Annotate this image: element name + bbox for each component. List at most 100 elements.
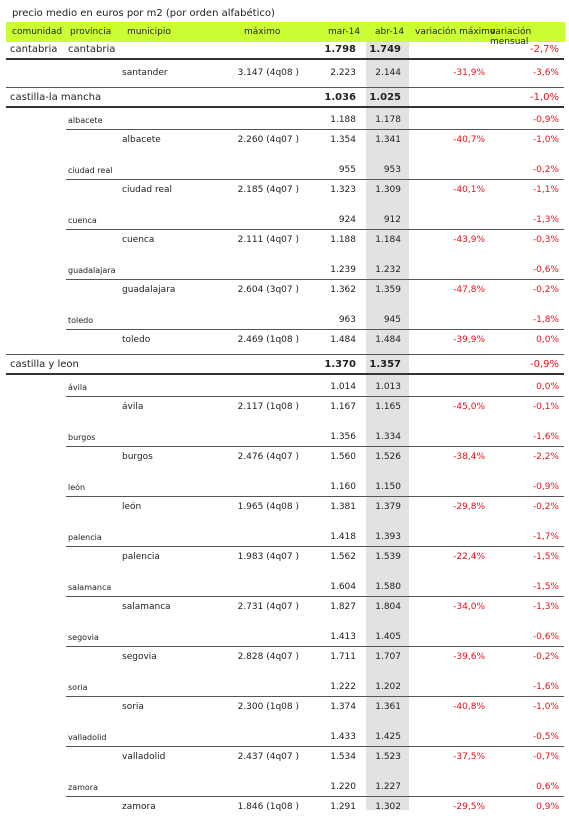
table-header: comunidad provincia municipio máximo mar…: [6, 22, 565, 47]
cell-maximo: 1.846 (1q08 ): [237, 802, 299, 812]
row-divider: [66, 746, 564, 747]
cell-var-men: -2,2%: [532, 452, 559, 462]
header-comunidad: comunidad: [12, 27, 63, 37]
cell-abr: 1.405: [375, 632, 401, 642]
cell-var-men: -0,2%: [532, 652, 559, 662]
cell-abr: 1.013: [375, 382, 401, 392]
cell-mar: 1.560: [330, 452, 356, 462]
cell-mar: 1.188: [330, 235, 356, 245]
provincia-row: valladolid 1.433 1.425 -0,5%: [0, 730, 569, 746]
cell-var-max: -39,9%: [453, 335, 485, 345]
cell-maximo: 2.476 (4q07 ): [237, 452, 299, 462]
cell-comunidad: cantabria: [10, 44, 58, 55]
cell-var-men: -1,0%: [532, 135, 559, 145]
cell-mar: 2.223: [330, 68, 356, 78]
cell-var-max: -34,0%: [453, 602, 485, 612]
cell-mar: 1.188: [330, 115, 356, 125]
cell-mar: 1.222: [330, 682, 356, 692]
cell-mar: 924: [338, 215, 356, 225]
cell-var-men: -2,7%: [529, 44, 559, 55]
cell-var-men: 0,0%: [536, 335, 559, 345]
provincia-row: ciudad real 955 953 -0,2%: [0, 163, 569, 179]
cell-mar: 1.374: [330, 702, 356, 712]
cell-municipio: guadalajara: [122, 285, 176, 295]
cell-municipio: palencia: [122, 552, 160, 562]
cell-abr: 1.150: [375, 482, 401, 492]
cell-abr: 1.302: [375, 802, 401, 812]
cell-var-max: -43,9%: [453, 235, 485, 245]
cell-mar: 1.036: [324, 92, 356, 103]
header-mar: mar-14: [328, 27, 361, 37]
cell-abr: 1.749: [369, 44, 401, 55]
provincia-row: guadalajara 1.239 1.232 -0,6%: [0, 263, 569, 279]
cell-abr: 1.361: [375, 702, 401, 712]
header-municipio: municipio: [127, 27, 171, 37]
cell-municipio: valladolid: [122, 752, 166, 762]
municipio-row: palencia 1.983 (4q07 ) 1.562 1.539 -22,4% -1,…: [0, 550, 569, 566]
cell-mar: 1.362: [330, 285, 356, 295]
cell-mar: 1.323: [330, 185, 356, 195]
cell-abr: 1.425: [375, 732, 401, 742]
cell-var-max: -40,1%: [453, 185, 485, 195]
cell-maximo: 2.111 (4q07 ): [237, 235, 299, 245]
cell-municipio: segovia: [122, 652, 157, 662]
municipio-row: soria 2.300 (1q08 ) 1.374 1.361 -40,8% -1,0%: [0, 700, 569, 716]
cell-var-men: -0,5%: [532, 732, 559, 742]
cell-mar: 1.798: [324, 44, 356, 55]
row-divider: [6, 106, 564, 108]
cell-abr: 1.178: [375, 115, 401, 125]
municipio-row: ávila 2.117 (1q08 ) 1.167 1.165 -45,0% -0,1%: [0, 400, 569, 416]
cell-abr: 1.804: [375, 602, 401, 612]
cell-abr: 1.539: [375, 552, 401, 562]
comunidad-row: castilla-la mancha 1.036 1.025 -1,0%: [0, 91, 569, 107]
cell-municipio: salamanca: [122, 602, 171, 612]
cell-var-men: -0,9%: [529, 359, 559, 370]
cell-mar: 1.827: [330, 602, 356, 612]
cell-var-men: -1,1%: [532, 185, 559, 195]
cell-mar: 1.418: [330, 532, 356, 542]
cell-abr: 1.025: [369, 92, 401, 103]
cell-var-men: 0,9%: [536, 802, 559, 812]
cell-mar: 1.354: [330, 135, 356, 145]
cell-abr: 1.707: [375, 652, 401, 662]
cell-mar: 1.534: [330, 752, 356, 762]
provincia-row: salamanca 1.604 1.580 -1,5%: [0, 580, 569, 596]
provincia-row: cuenca 924 912 -1,3%: [0, 213, 569, 229]
cell-var-men: -3,6%: [532, 68, 559, 78]
cell-var-max: -29,5%: [453, 802, 485, 812]
cell-municipio: toledo: [122, 335, 151, 345]
cell-mar: 955: [338, 165, 356, 175]
cell-var-max: -29,8%: [453, 502, 485, 512]
cell-abr: 1.341: [375, 135, 401, 145]
provincia-row: león 1.160 1.150 -0,9%: [0, 480, 569, 496]
page-title: precio medio en euros por m2 (por orden …: [12, 8, 275, 19]
row-divider: [66, 446, 564, 447]
cell-mar: 1.160: [330, 482, 356, 492]
cell-mar: 1.484: [330, 335, 356, 345]
cell-var-max: -37,5%: [453, 752, 485, 762]
provincia-row: ávila 1.014 1.013 0,0%: [0, 380, 569, 396]
header-var-max: variación máximo: [415, 27, 496, 37]
cell-mar: 1.433: [330, 732, 356, 742]
header-provincia: provincia: [70, 27, 112, 37]
cell-var-men: -0,3%: [532, 235, 559, 245]
cell-maximo: 2.731 (4q07 ): [237, 602, 299, 612]
municipio-row: toledo 2.469 (1q08 ) 1.484 1.484 -39,9% 0,0%: [0, 333, 569, 349]
municipio-row: burgos 2.476 (4q07 ) 1.560 1.526 -38,4% -2,2%: [0, 450, 569, 466]
cell-provincia: zamora: [68, 783, 98, 792]
cell-provincia: guadalajara: [68, 266, 116, 275]
cell-abr: 1.202: [375, 682, 401, 692]
cell-mar: 1.381: [330, 502, 356, 512]
comunidad-row: castilla y leon 1.370 1.357 -0,9%: [0, 358, 569, 374]
cell-municipio: burgos: [122, 452, 153, 462]
row-divider: [66, 329, 564, 330]
row-divider: [6, 373, 564, 375]
row-divider: [66, 546, 564, 547]
cell-var-men: 0,0%: [536, 382, 559, 392]
cell-abr: 1.484: [375, 335, 401, 345]
cell-var-men: -1,0%: [529, 92, 559, 103]
cell-provincia: ciudad real: [68, 166, 113, 175]
cell-comunidad: castilla y leon: [10, 359, 79, 370]
row-divider: [6, 58, 564, 60]
cell-abr: 1.165: [375, 402, 401, 412]
